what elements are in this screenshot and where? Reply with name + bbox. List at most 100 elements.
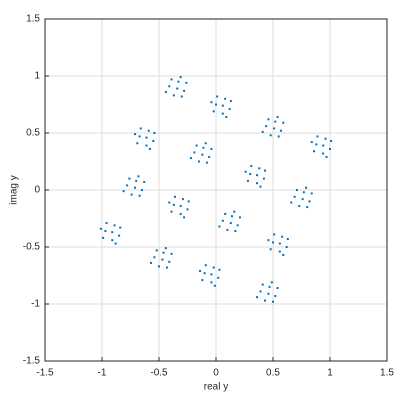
point bbox=[329, 147, 331, 150]
point bbox=[164, 247, 167, 250]
point bbox=[262, 177, 265, 180]
point bbox=[210, 273, 213, 276]
point bbox=[170, 252, 173, 255]
point bbox=[165, 266, 168, 269]
point bbox=[224, 97, 227, 100]
point bbox=[130, 193, 133, 196]
point bbox=[150, 261, 153, 264]
point bbox=[268, 285, 271, 288]
point bbox=[218, 225, 221, 228]
point bbox=[212, 110, 215, 113]
point bbox=[186, 208, 189, 211]
point bbox=[324, 137, 327, 140]
point bbox=[137, 175, 140, 178]
point bbox=[161, 258, 164, 261]
point bbox=[172, 94, 175, 97]
point bbox=[180, 95, 183, 98]
point bbox=[261, 130, 264, 133]
point bbox=[325, 155, 328, 158]
point bbox=[310, 141, 313, 144]
point bbox=[99, 227, 102, 230]
point bbox=[104, 230, 107, 233]
point bbox=[236, 224, 239, 227]
point bbox=[249, 173, 252, 176]
point bbox=[256, 296, 259, 299]
y-axis-label: imag y bbox=[9, 175, 20, 204]
point bbox=[143, 181, 146, 184]
y-tick-label: -0.5 bbox=[23, 242, 41, 253]
point bbox=[179, 76, 182, 79]
point bbox=[259, 185, 262, 188]
point bbox=[185, 81, 188, 84]
point bbox=[170, 78, 173, 81]
point bbox=[277, 135, 280, 138]
point bbox=[118, 234, 121, 237]
point bbox=[134, 186, 137, 189]
point bbox=[122, 190, 125, 193]
point bbox=[170, 210, 173, 213]
point bbox=[145, 136, 148, 139]
point bbox=[276, 287, 279, 290]
point bbox=[126, 184, 129, 187]
point bbox=[234, 230, 237, 233]
point bbox=[201, 153, 204, 156]
point bbox=[305, 186, 308, 189]
point bbox=[210, 147, 213, 150]
point bbox=[282, 121, 285, 124]
point bbox=[168, 201, 171, 204]
point bbox=[138, 194, 141, 197]
point bbox=[228, 108, 231, 111]
y-tick-label: 0 bbox=[34, 185, 40, 196]
point bbox=[315, 143, 318, 146]
x-axis-label: real y bbox=[204, 382, 228, 393]
point bbox=[264, 299, 267, 302]
point bbox=[278, 242, 281, 245]
x-tick-label: -1 bbox=[98, 368, 107, 379]
point bbox=[205, 161, 208, 164]
x-tick-label: 0.5 bbox=[266, 368, 280, 379]
point bbox=[147, 129, 150, 132]
point bbox=[203, 272, 206, 275]
point bbox=[302, 191, 305, 194]
point bbox=[204, 264, 207, 267]
point bbox=[155, 249, 158, 252]
point bbox=[139, 127, 142, 130]
point bbox=[105, 222, 108, 225]
point bbox=[114, 242, 117, 245]
y-tick-label: 1.5 bbox=[26, 14, 40, 25]
point bbox=[179, 212, 182, 215]
point bbox=[316, 135, 319, 138]
point bbox=[274, 295, 277, 298]
point bbox=[183, 89, 186, 92]
point bbox=[201, 279, 204, 282]
point bbox=[258, 167, 261, 170]
point bbox=[173, 195, 176, 198]
point bbox=[250, 165, 253, 168]
point bbox=[256, 182, 259, 185]
point bbox=[269, 134, 272, 137]
point bbox=[308, 200, 311, 203]
point bbox=[162, 251, 165, 254]
x-tick-label: -0.5 bbox=[150, 368, 168, 379]
point bbox=[213, 284, 216, 287]
x-tick-label: 0 bbox=[213, 368, 219, 379]
point bbox=[230, 215, 233, 218]
point bbox=[135, 179, 138, 182]
point bbox=[177, 80, 180, 83]
point bbox=[298, 204, 301, 207]
point bbox=[293, 195, 296, 198]
point bbox=[261, 283, 264, 286]
point bbox=[225, 116, 228, 119]
point bbox=[246, 179, 249, 182]
point bbox=[290, 201, 293, 204]
point bbox=[212, 266, 215, 269]
point bbox=[259, 290, 262, 293]
point bbox=[215, 103, 217, 106]
point bbox=[181, 198, 184, 201]
point bbox=[310, 192, 313, 195]
point bbox=[224, 212, 227, 215]
point bbox=[216, 95, 219, 98]
point bbox=[221, 219, 224, 222]
